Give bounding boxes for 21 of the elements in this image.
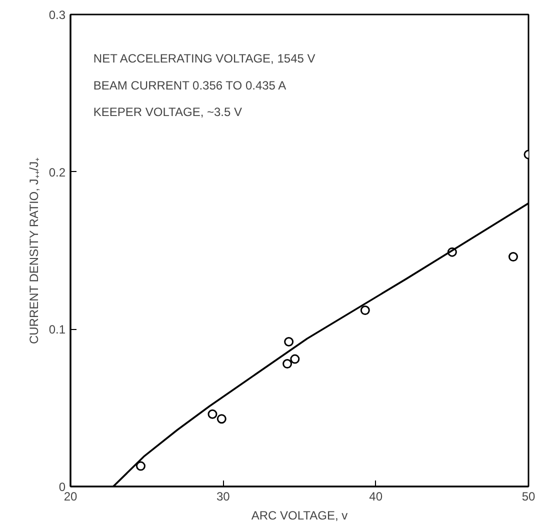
y-tick-label: 0.1 xyxy=(48,322,66,337)
point xyxy=(290,354,300,364)
point xyxy=(136,461,146,471)
y-axis-title: CURRENT DENSITY RATIO, J₊₊/J₊ xyxy=(26,157,41,344)
annotation: BEAM CURRENT 0.356 TO 0.435 A xyxy=(93,78,286,92)
x-tick-label: 30 xyxy=(216,490,230,504)
y-tick-label: 0.2 xyxy=(48,165,66,180)
annotation: KEEPER VOLTAGE, ~3.5 V xyxy=(93,105,242,120)
point xyxy=(216,414,226,424)
annotation: NET ACCELERATING VOLTAGE, 1545 V xyxy=(93,52,316,66)
point xyxy=(508,252,518,262)
point xyxy=(360,306,370,316)
point xyxy=(284,337,294,346)
y-tick-label: 0 xyxy=(58,480,66,494)
point xyxy=(208,409,218,419)
y-tick-label: 0.3 xyxy=(48,8,66,22)
point xyxy=(282,359,292,369)
x-axis-title: ARC VOLTAGE, v xyxy=(251,508,348,522)
x-tick-label: 50 xyxy=(522,490,536,504)
x-tick-label: 40 xyxy=(369,490,383,504)
x-tick-label: 20 xyxy=(64,490,78,504)
